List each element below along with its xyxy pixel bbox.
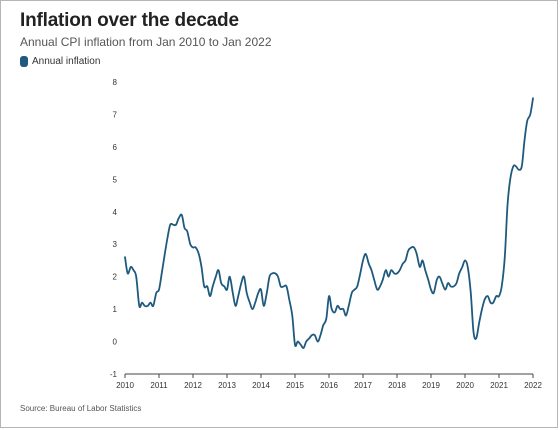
y-tick-label: 1 [113, 305, 118, 314]
y-tick-label: 5 [113, 175, 118, 184]
x-tick-label: 2013 [218, 381, 236, 390]
x-tick-label: 2012 [184, 381, 202, 390]
x-tick-label: 2016 [320, 381, 338, 390]
x-tick-label: 2022 [524, 381, 542, 390]
axes: 2010 2011 2012 2013 2014 2015 2016 2017 2018 2019… [110, 78, 543, 390]
y-tick-label: 3 [113, 240, 118, 249]
x-tick-label: 2015 [286, 381, 304, 390]
y-tick-label: 0 [113, 338, 118, 347]
chart-subtitle: Annual CPI inflation from Jan 2010 to Ja… [20, 35, 272, 49]
legend-swatch [20, 56, 28, 67]
y-tick-label: 6 [113, 143, 118, 152]
series-line-annual-inflation [124, 97, 534, 350]
y-tick-label: 2 [113, 273, 118, 282]
x-tick-label: 2020 [456, 381, 474, 390]
x-tick-label: 2014 [252, 381, 270, 390]
legend: Annual inflation [20, 56, 100, 67]
x-tick-label: 2010 [116, 381, 134, 390]
source-note: Source: Bureau of Labor Statistics [20, 404, 142, 413]
series-group [124, 97, 534, 350]
y-tick-label: 7 [113, 110, 118, 119]
legend-label: Annual inflation [32, 56, 101, 67]
y-tick-label: 4 [113, 208, 118, 217]
x-tick-label: 2021 [490, 381, 508, 390]
y-tick-label: 8 [113, 78, 118, 87]
y-tick-label: -1 [110, 370, 118, 379]
x-tick-label: 2011 [150, 381, 168, 390]
chart-title: Inflation over the decade [20, 10, 239, 31]
x-tick-label: 2019 [422, 381, 440, 390]
x-tick-label: 2017 [354, 381, 372, 390]
x-tick-label: 2018 [388, 381, 406, 390]
